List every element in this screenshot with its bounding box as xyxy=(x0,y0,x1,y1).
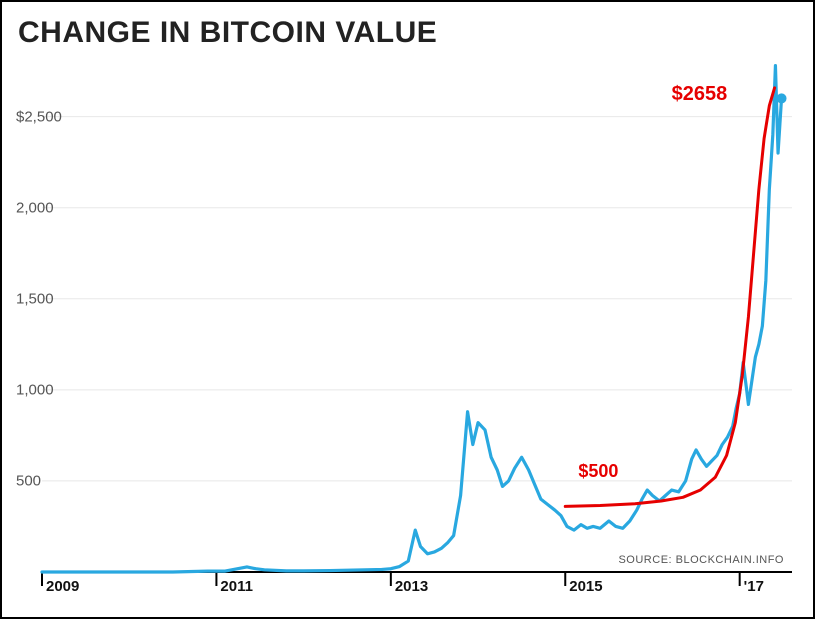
y-tick-label: $2,500 xyxy=(16,108,62,125)
annotation-label: $500 xyxy=(578,461,618,482)
y-tick-label: 500 xyxy=(16,472,41,489)
y-tick-label: 1,000 xyxy=(16,381,54,398)
x-tick-label: 2015 xyxy=(569,578,602,595)
source-label: SOURCE: BLOCKCHAIN.INFO xyxy=(618,554,784,566)
y-tick-label: 1,500 xyxy=(16,290,54,307)
x-tick-label: 2011 xyxy=(220,578,253,595)
y-tick-label: 2,000 xyxy=(16,199,54,216)
x-tick-label: '17 xyxy=(744,578,764,595)
chart-frame: CHANGE IN BITCOIN VALUE 5001,0001,5002,0… xyxy=(0,0,815,619)
x-tick-label: 2009 xyxy=(46,578,79,595)
annotation-label: $2658 xyxy=(672,83,728,106)
x-tick-label: 2013 xyxy=(395,578,428,595)
